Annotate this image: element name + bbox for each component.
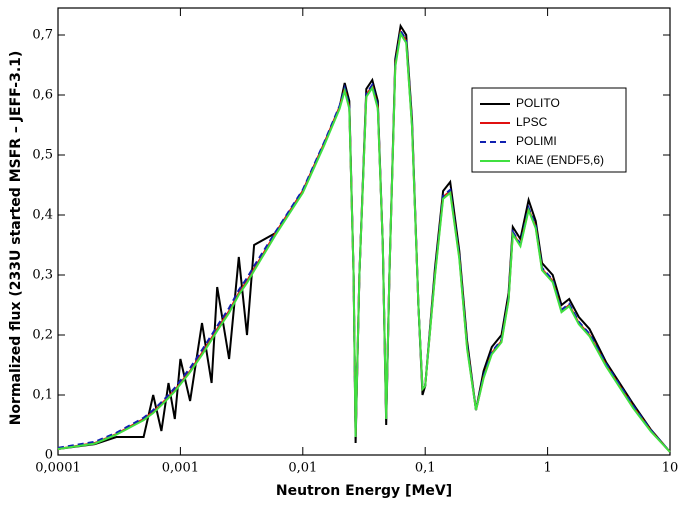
legend-label: KIAE (ENDF5,6) bbox=[516, 153, 604, 167]
legend-box bbox=[471, 87, 627, 173]
y-tick-label: 0,6 bbox=[32, 88, 53, 103]
y-tick-label: 0,7 bbox=[32, 28, 53, 43]
series-line bbox=[57, 31, 671, 453]
x-tick-label: 0,0001 bbox=[35, 461, 81, 476]
y-tick-label: 0,3 bbox=[32, 268, 53, 283]
legend-label: POLITO bbox=[516, 96, 560, 110]
x-tick-label: 0,1 bbox=[415, 461, 436, 476]
legend-label: POLIMI bbox=[516, 134, 557, 148]
x-tick-label: 10 bbox=[662, 461, 679, 476]
plot-frame bbox=[57, 7, 671, 456]
legend-label: LPSC bbox=[516, 115, 548, 129]
y-tick-label: 0,5 bbox=[32, 148, 53, 163]
x-tick-label: 1 bbox=[543, 461, 551, 476]
x-axis-label: Neutron Energy [MeV] bbox=[276, 483, 452, 499]
y-tick-label: 0,2 bbox=[32, 328, 53, 343]
y-tick-label: 0 bbox=[45, 448, 53, 463]
y-axis-label: Normalized flux (233U started MSFR – JEF… bbox=[8, 51, 24, 426]
y-tick-label: 0,4 bbox=[32, 208, 53, 223]
y-tick-label: 0,1 bbox=[32, 388, 53, 403]
x-tick-label: 0,01 bbox=[288, 461, 317, 476]
x-tick-label: 0,001 bbox=[162, 461, 199, 476]
